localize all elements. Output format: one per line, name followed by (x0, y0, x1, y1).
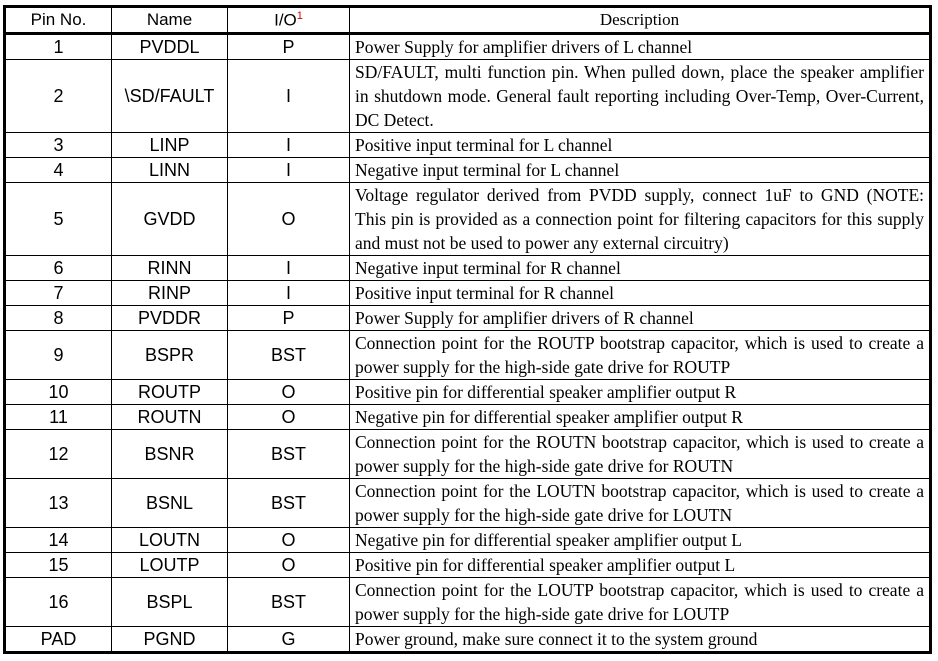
pin-name: ROUTP (111, 379, 228, 405)
pin-name: LOUTN (111, 527, 228, 553)
table-row: 13 BSNL BST Connection point for the LOUTN … (4, 478, 931, 528)
pin-number: 3 (4, 132, 112, 158)
pin-description: Connection point for the LOUTP bootstrap… (349, 577, 931, 627)
header-pin: Pin No. (4, 6, 112, 35)
pin-name: LINP (111, 132, 228, 158)
pin-description: Power Supply for amplifier drivers of R … (349, 305, 931, 331)
table-row: 11 ROUTN O Negative pin for differential sp… (4, 404, 931, 430)
pin-description: Negative input terminal for L channel (349, 157, 931, 183)
pin-description: Negative pin for differential speaker am… (349, 404, 931, 430)
pin-name: BSPR (111, 330, 228, 380)
header-io-label: I/O (274, 10, 297, 30)
pin-io-type: P (227, 33, 350, 60)
pin-name: LINN (111, 157, 228, 183)
pin-name: LOUTP (111, 552, 228, 578)
pin-number: 5 (4, 182, 112, 256)
pin-io-type: O (227, 552, 350, 578)
pin-number: 9 (4, 330, 112, 380)
pin-number: 7 (4, 280, 112, 306)
pin-description: Positive pin for differential speaker am… (349, 552, 931, 578)
pin-description: Power Supply for amplifier drivers of L … (349, 33, 931, 60)
table-row: 4 LINN I Negative input terminal for L chan… (4, 157, 931, 183)
pin-description: Negative input terminal for R channel (349, 255, 931, 281)
pin-description: Connection point for the ROUTP bootstrap… (349, 330, 931, 380)
pin-description-table: Pin No. Name I/O1 Description 1 PVDDL P Pow… (3, 5, 932, 654)
pin-io-type: I (227, 255, 350, 281)
table-row: 16 BSPL BST Connection point for the LOUTP … (4, 577, 931, 627)
pin-description: Voltage regulator derived from PVDD supp… (349, 182, 931, 256)
pin-io-type: O (227, 404, 350, 430)
pin-number: 11 (4, 404, 112, 430)
pin-description: Positive input terminal for L channel (349, 132, 931, 158)
table-row: 2 \SD/FAULT I SD/FAULT, multi function pin.… (4, 59, 931, 133)
table-row: 12 BSNR BST Connection point for the ROUTN … (4, 429, 931, 479)
table-row: 9 BSPR BST Connection point for the ROUTP b… (4, 330, 931, 380)
pin-name: PVDDL (111, 33, 228, 60)
pin-name: ROUTN (111, 404, 228, 430)
pin-description: Power ground, make sure connect it to th… (349, 626, 931, 653)
pin-number: 2 (4, 59, 112, 133)
pin-description: SD/FAULT, multi function pin. When pulle… (349, 59, 931, 133)
pin-name: \SD/FAULT (111, 59, 228, 133)
pin-number: 8 (4, 305, 112, 331)
pin-io-type: BST (227, 429, 350, 479)
pin-name: PGND (111, 626, 228, 653)
pin-description: Positive pin for differential speaker am… (349, 379, 931, 405)
header-description: Description (349, 6, 931, 35)
pin-description: Positive input terminal for R channel (349, 280, 931, 306)
table-row: PAD PGND G Power ground, make sure connect … (4, 626, 931, 653)
pin-number: 14 (4, 527, 112, 553)
pin-number: 4 (4, 157, 112, 183)
table-row: 8 PVDDR P Power Supply for amplifier driver… (4, 305, 931, 331)
pin-description: Connection point for the LOUTN bootstrap… (349, 478, 931, 528)
pin-number: PAD (4, 626, 112, 653)
pin-name: BSNR (111, 429, 228, 479)
pin-number: 12 (4, 429, 112, 479)
pin-description: Negative pin for differential speaker am… (349, 527, 931, 553)
pin-number: 6 (4, 255, 112, 281)
pin-io-type: BST (227, 478, 350, 528)
table-row: 7 RINP I Positive input terminal for R chan… (4, 280, 931, 306)
pin-io-type: I (227, 59, 350, 133)
pin-name: BSNL (111, 478, 228, 528)
pin-name: RINN (111, 255, 228, 281)
footnote-marker: 1 (296, 9, 303, 22)
table-row: 15 LOUTP O Positive pin for differential sp… (4, 552, 931, 578)
pin-name: BSPL (111, 577, 228, 627)
pin-io-type: O (227, 182, 350, 256)
table-row: 1 PVDDL P Power Supply for amplifier driver… (4, 33, 931, 60)
table-row: 5 GVDD O Voltage regulator derived from PVD… (4, 182, 931, 256)
pin-io-type: O (227, 527, 350, 553)
pin-name: GVDD (111, 182, 228, 256)
table-row: 10 ROUTP O Positive pin for differential sp… (4, 379, 931, 405)
table-row: 3 LINP I Positive input terminal for L chan… (4, 132, 931, 158)
pin-io-type: BST (227, 577, 350, 627)
pin-description: Connection point for the ROUTN bootstrap… (349, 429, 931, 479)
pin-number: 15 (4, 552, 112, 578)
table-row: 6 RINN I Negative input terminal for R chan… (4, 255, 931, 281)
pin-number: 13 (4, 478, 112, 528)
header-io: I/O1 (227, 6, 350, 35)
pin-io-type: P (227, 305, 350, 331)
header-name: Name (111, 6, 228, 35)
pin-io-type: BST (227, 330, 350, 380)
pin-number: 16 (4, 577, 112, 627)
pin-number: 10 (4, 379, 112, 405)
pin-io-type: I (227, 157, 350, 183)
pin-io-type: I (227, 280, 350, 306)
pin-io-type: O (227, 379, 350, 405)
table-row: 14 LOUTN O Negative pin for differential sp… (4, 527, 931, 553)
pin-io-type: I (227, 132, 350, 158)
pin-number: 1 (4, 33, 112, 60)
pin-io-type: G (227, 626, 350, 653)
header-row: Pin No. Name I/O1 Description (4, 6, 931, 35)
pin-name: RINP (111, 280, 228, 306)
pin-name: PVDDR (111, 305, 228, 331)
